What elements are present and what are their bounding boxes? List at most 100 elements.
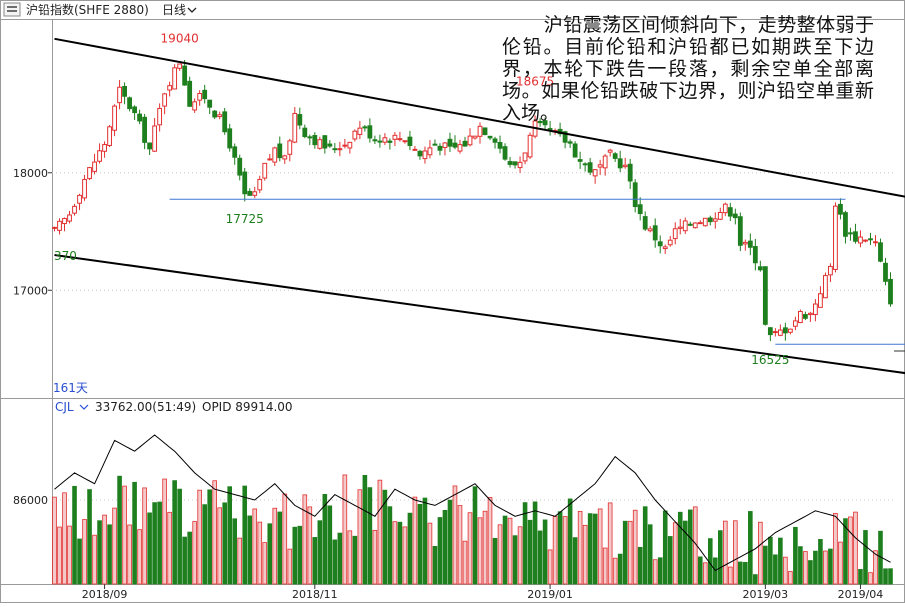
candle-down	[322, 135, 328, 149]
candle-down	[142, 116, 148, 143]
opi-value: OPID 89914.00	[202, 400, 293, 414]
indicator-selector[interactable]: CJL	[55, 400, 74, 414]
volume-bar-down	[472, 486, 478, 585]
candle-up	[427, 147, 433, 156]
candle-up	[712, 218, 718, 222]
candle-down	[883, 262, 888, 282]
volume-bar-up	[733, 520, 738, 585]
price-label: 16525	[751, 353, 789, 367]
volume-bar-down	[522, 502, 528, 585]
volume-bar-up	[162, 478, 167, 585]
volume-bar-down	[592, 513, 598, 585]
candle-up	[172, 67, 178, 90]
candle-down	[537, 120, 543, 124]
volume-bar-up	[853, 511, 858, 585]
candle-down	[637, 204, 643, 215]
candle-up	[52, 226, 57, 229]
candle-down	[752, 246, 758, 264]
candle-up	[777, 329, 783, 336]
volume-bar-up	[67, 525, 72, 585]
candle-up	[317, 139, 323, 149]
price-label: 19040	[161, 32, 199, 46]
candle-up	[477, 125, 483, 137]
period-selector[interactable]: 日线	[162, 3, 186, 17]
candle-down	[502, 146, 508, 160]
candle-up	[402, 140, 408, 143]
volume-bar-down	[407, 512, 413, 585]
volume-bar-up	[487, 497, 493, 585]
volume-bar-up	[287, 548, 293, 585]
volume-bar-down	[327, 505, 333, 585]
volume-bar-up	[838, 541, 843, 585]
candle-up	[672, 228, 678, 240]
candle-down	[122, 85, 127, 97]
candle-down	[838, 203, 843, 215]
candle-down	[482, 127, 488, 136]
volume-bar-down	[312, 537, 318, 585]
candle-up	[337, 148, 343, 151]
candle-down	[237, 157, 243, 176]
candle-down	[207, 99, 213, 108]
volume-bar-down	[888, 568, 893, 585]
menu-icon[interactable]	[3, 2, 21, 17]
volume-bars	[52, 474, 893, 585]
candle-down	[132, 106, 138, 114]
volume-bar-up	[672, 522, 678, 585]
candle-up	[863, 239, 868, 242]
volume-bar-up	[142, 487, 147, 585]
candle-up	[197, 92, 203, 101]
opi-series-line	[54, 434, 891, 572]
volume-bar-down	[432, 546, 438, 585]
candle-up	[602, 155, 608, 169]
candle-down	[362, 126, 368, 129]
candle-down	[497, 142, 503, 149]
candle-up	[72, 205, 77, 214]
candle-up	[647, 228, 653, 232]
volume-bar-up	[467, 512, 473, 585]
volume-bar-up	[702, 562, 708, 585]
volume-bar-up	[282, 493, 288, 585]
volume-bar-down	[863, 530, 868, 585]
candle-up	[677, 226, 683, 229]
volume-bar-up	[197, 489, 202, 585]
volume-bar-up	[497, 524, 503, 585]
candle-up	[157, 107, 163, 126]
volume-bar-up	[192, 521, 197, 585]
volume-bar-up	[137, 529, 142, 585]
volume-bar-up	[212, 480, 217, 585]
candle-down	[327, 143, 333, 147]
candle-down	[312, 135, 318, 146]
volume-bar-up	[788, 571, 793, 585]
candle-up	[592, 169, 598, 177]
candle-up	[697, 222, 703, 225]
candle-up	[357, 127, 363, 135]
volume-bar-up	[462, 540, 468, 585]
volume-bar-up	[262, 542, 268, 585]
volume-bar-up	[517, 526, 523, 585]
volume-bar-down	[152, 502, 157, 585]
volume-bar-down	[337, 532, 343, 585]
volume-bar-down	[828, 548, 833, 585]
candle-down	[247, 190, 253, 196]
candle-down	[843, 212, 848, 237]
candle-down	[332, 148, 338, 151]
volume-bar-down	[542, 519, 548, 585]
candle-down	[377, 140, 383, 143]
candle-down	[437, 145, 443, 151]
candle-down	[387, 140, 393, 143]
volume-bar-up	[552, 516, 558, 585]
volume-bar-up	[127, 524, 132, 585]
candle-up	[257, 178, 263, 191]
candle-up	[67, 214, 72, 222]
volume-bar-down	[367, 487, 373, 585]
volume-bar-down	[132, 481, 137, 585]
indicator-chevron-icon[interactable]	[79, 404, 89, 410]
volume-bar-down	[397, 521, 403, 585]
volume-bar-down	[422, 497, 428, 585]
candle-up	[807, 312, 813, 316]
candle-up	[792, 320, 798, 327]
candle-up	[272, 147, 278, 163]
volume-bar-up	[457, 505, 463, 585]
candle-up	[177, 63, 183, 69]
chevron-down-icon[interactable]	[187, 7, 197, 13]
